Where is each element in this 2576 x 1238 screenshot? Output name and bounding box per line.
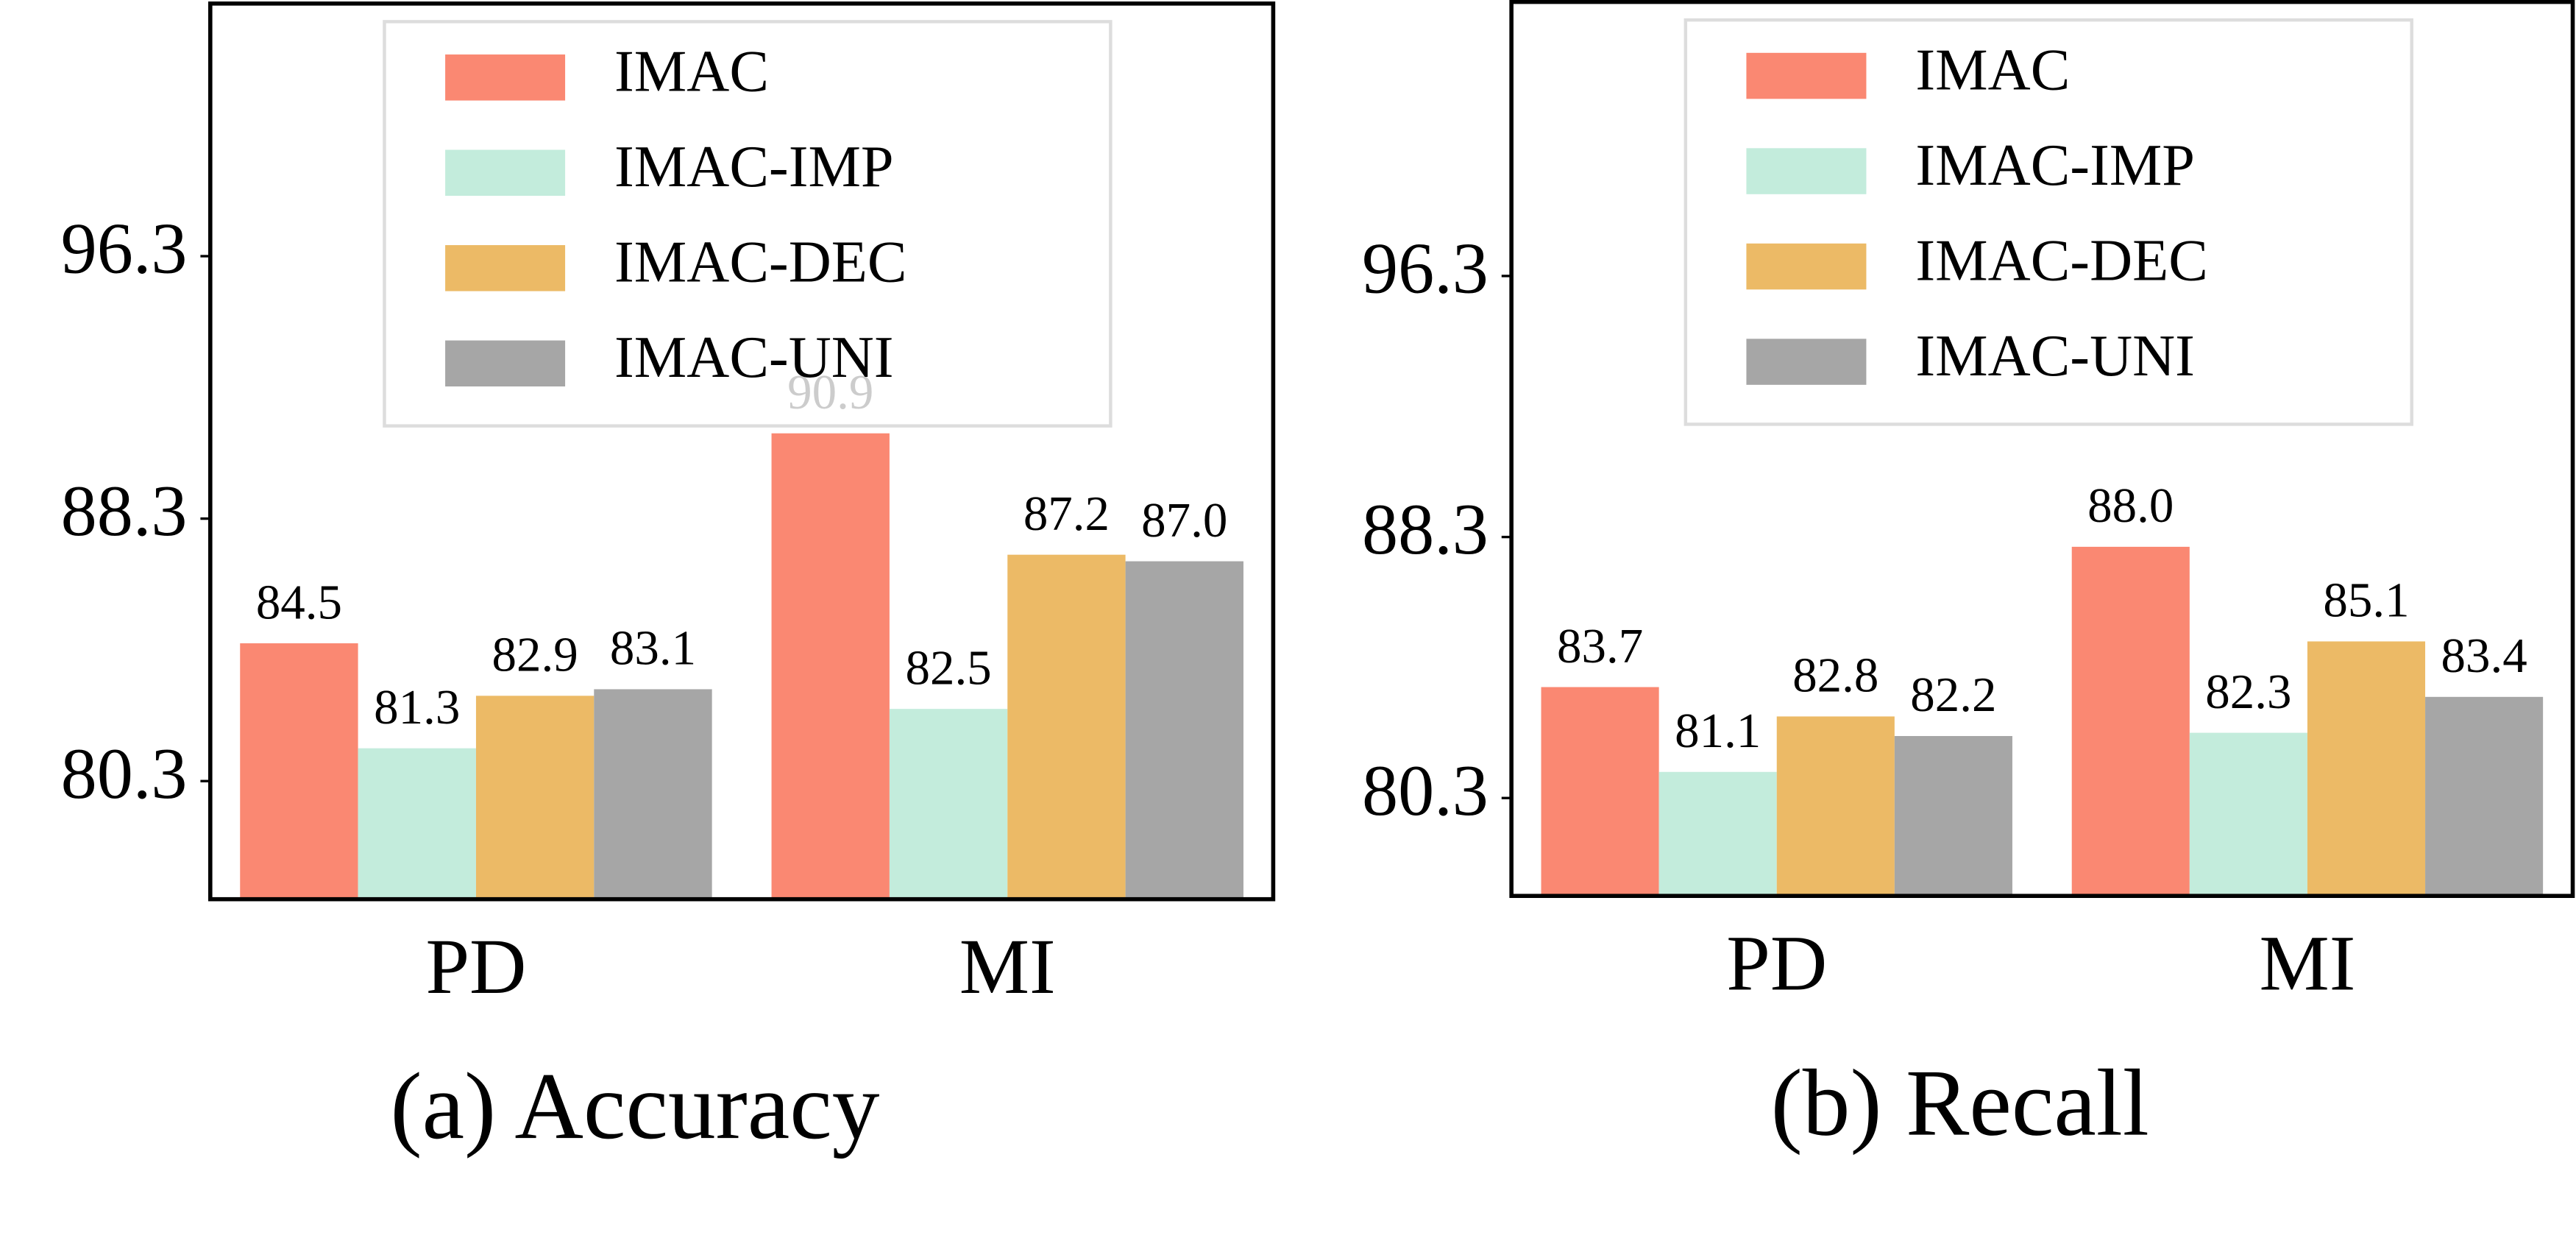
bar xyxy=(594,689,712,899)
x-tick-label: PD xyxy=(425,923,526,1011)
chart-title: (b) Recall xyxy=(1771,1051,2149,1156)
x-tick-label: MI xyxy=(959,923,1056,1011)
legend-label: IMAC-DEC xyxy=(1915,228,2207,294)
legend-label: IMAC-UNI xyxy=(614,325,894,390)
bar xyxy=(771,433,890,899)
legend-label: IMAC xyxy=(1915,38,2070,103)
bar xyxy=(2307,641,2426,896)
value-label: 82.9 xyxy=(492,628,578,682)
value-label: 87.0 xyxy=(1141,493,1227,548)
bar xyxy=(1658,771,1777,896)
x-tick-label: MI xyxy=(2259,920,2355,1008)
value-label: 82.3 xyxy=(2205,665,2291,719)
legend-label: IMAC xyxy=(614,39,769,105)
value-label: 83.4 xyxy=(2441,629,2527,683)
value-label: 83.1 xyxy=(610,621,696,676)
value-label: 87.2 xyxy=(1023,487,1110,541)
value-label: 84.5 xyxy=(256,575,342,629)
x-tick-label: PD xyxy=(1726,920,1827,1008)
legend-swatch xyxy=(1746,148,1867,194)
value-label: 81.1 xyxy=(1675,704,1761,758)
bar xyxy=(2071,546,2190,896)
legend-label: IMAC-DEC xyxy=(614,230,906,295)
y-tick-label: 88.3 xyxy=(1362,489,1489,570)
legend-swatch xyxy=(445,54,566,101)
y-tick-label: 96.3 xyxy=(61,209,188,289)
legend-swatch xyxy=(445,245,566,291)
bar xyxy=(1007,554,1126,899)
legend-label: IMAC-IMP xyxy=(1915,132,2195,198)
value-label: 82.2 xyxy=(1910,668,1996,722)
y-tick-label: 88.3 xyxy=(61,471,188,551)
legend-swatch xyxy=(1746,52,1867,99)
plot-frame xyxy=(208,1,1276,902)
y-tick-label: 96.3 xyxy=(1362,229,1489,309)
value-label: 81.3 xyxy=(374,680,460,735)
legend-label: IMAC-UNI xyxy=(1915,323,2195,389)
legend-swatch xyxy=(1746,243,1867,290)
y-tick-label: 80.3 xyxy=(1362,751,1489,831)
value-label: 82.8 xyxy=(1792,648,1878,703)
plot-frame xyxy=(1509,0,2575,899)
value-label: 88.0 xyxy=(2087,478,2174,533)
legend-label: IMAC-IMP xyxy=(614,134,894,199)
bar xyxy=(2189,732,2307,896)
bar xyxy=(2425,696,2544,896)
bar xyxy=(358,748,476,899)
value-label: 85.1 xyxy=(2323,573,2409,628)
bar xyxy=(240,643,358,899)
bar xyxy=(889,709,1008,899)
bar xyxy=(1125,561,1243,899)
bar xyxy=(1776,716,1895,896)
legend-swatch xyxy=(1746,339,1867,385)
chart-title: (a) Accuracy xyxy=(390,1054,879,1159)
y-tick-label: 80.3 xyxy=(61,734,188,814)
bar xyxy=(1894,736,2012,896)
value-label: 83.7 xyxy=(1557,619,1643,673)
legend-swatch xyxy=(445,340,566,387)
value-label: 82.5 xyxy=(905,640,991,695)
bar xyxy=(475,696,595,899)
bar xyxy=(1541,687,1659,896)
legend-swatch xyxy=(445,149,566,197)
